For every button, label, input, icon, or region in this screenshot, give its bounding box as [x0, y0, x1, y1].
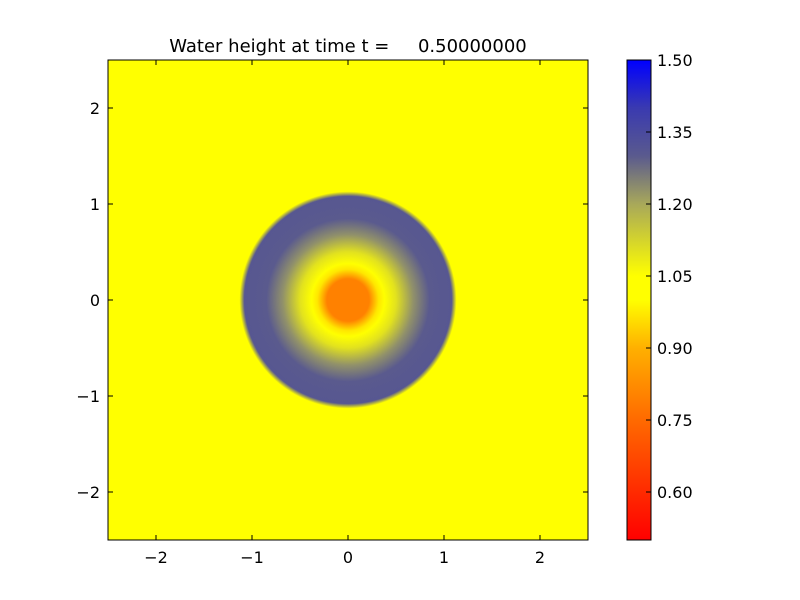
y-tick-label: 1 [90, 195, 100, 214]
colorbar-scale [627, 60, 651, 540]
y-tick-label: −1 [76, 387, 100, 406]
field-disk [239, 191, 457, 409]
colorbar-tick-label: 1.05 [657, 267, 693, 286]
colorbar-tick-label: 1.35 [657, 123, 693, 142]
x-tick-label: −2 [144, 548, 168, 567]
x-tick-label: 2 [535, 548, 545, 567]
chart-title: Water height at time t = 0.50000000 [169, 36, 527, 57]
x-tick-label: 0 [343, 548, 353, 567]
colorbar-tick-label: 0.60 [657, 483, 693, 502]
colorbar-ticks: 0.60 0.75 0.90 1.05 1.20 1.35 1.50 [646, 51, 693, 502]
y-tick-label: 2 [90, 99, 100, 118]
y-tick-label: 0 [90, 291, 100, 310]
plot-area [107, 59, 589, 541]
x-tick-label: −1 [240, 548, 264, 567]
colorbar-tick-label: 1.20 [657, 195, 693, 214]
colorbar-tick-label: 0.90 [657, 339, 693, 358]
x-axis: −2 −1 0 1 2 [144, 60, 545, 567]
y-axis: −2 −1 0 1 2 [76, 99, 588, 502]
colorbar-tick-label: 0.75 [657, 411, 693, 430]
colorbar-tick-label: 1.50 [657, 51, 693, 70]
y-tick-label: −2 [76, 483, 100, 502]
colorbar-frame [626, 59, 652, 541]
colorbar: 0.60 0.75 0.90 1.05 1.20 1.35 1.50 [626, 51, 693, 541]
x-tick-label: 1 [439, 548, 449, 567]
